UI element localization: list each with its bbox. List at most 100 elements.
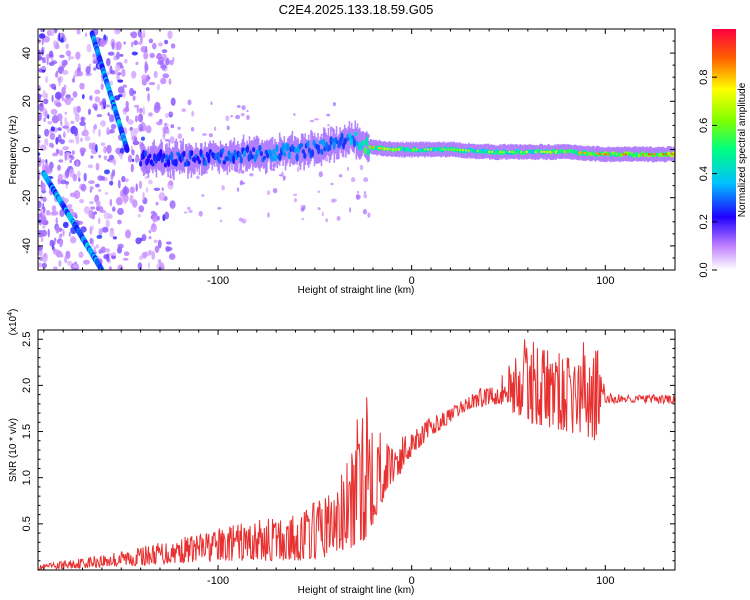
spectrogram-noise	[107, 112, 110, 117]
spectrogram-noise	[183, 211, 188, 214]
spectrogram-noise	[164, 138, 170, 142]
spectrogram-noise	[42, 59, 46, 64]
spectrogram-ridge	[275, 144, 279, 153]
spectrogram-noise	[113, 252, 116, 256]
snr-line	[38, 339, 675, 570]
spectrogram-noise	[55, 225, 60, 234]
colorbar-tick-label: 0.8	[698, 70, 710, 85]
spectrogram-noise	[161, 62, 166, 71]
spectrogram-noise	[135, 115, 140, 121]
spectrogram-noise	[148, 82, 156, 86]
spectrogram-noise	[161, 49, 168, 53]
spectrogram-ridge-halo	[282, 141, 284, 166]
spectrogram-noise	[124, 199, 127, 205]
spectrogram-noise	[62, 221, 69, 229]
spectrogram-y-tick-label: 20	[21, 95, 33, 107]
spectrogram-noise	[87, 164, 93, 169]
spectrogram-noise	[132, 95, 136, 101]
spectrogram-ridge-halo	[336, 136, 339, 160]
spectrogram-noise	[119, 53, 124, 57]
spectrogram-ridge-halo	[356, 123, 359, 156]
spectrogram-noise	[123, 41, 126, 45]
spectrogram-noise	[246, 109, 249, 113]
spectrogram-noise	[47, 228, 50, 238]
spectrogram-noise	[249, 173, 254, 177]
spectrogram-noise	[168, 253, 176, 260]
spectrogram-noise	[190, 127, 195, 132]
spectrogram-ridge	[281, 142, 285, 153]
spectrogram-noise	[349, 207, 352, 213]
spectrogram-noise	[90, 155, 94, 159]
spectrogram-noise	[123, 108, 130, 112]
spectrogram-noise	[75, 136, 80, 145]
spectrogram-ridge-halo	[364, 132, 367, 159]
spectrogram-noise	[111, 255, 116, 260]
spectrogram-ridge-core	[598, 152, 601, 155]
spectrogram-noise	[283, 176, 286, 181]
spectrogram-noise	[38, 33, 46, 39]
spectrogram-ridge-core	[462, 149, 464, 152]
spectrogram-noise	[144, 68, 147, 74]
spectrogram-noise	[55, 137, 59, 145]
spectrogram-noise	[141, 252, 148, 259]
spectrogram-noise	[60, 253, 64, 258]
spectrogram-noise	[240, 170, 245, 174]
spectrogram-noise	[115, 197, 123, 206]
spectrogram-ridge	[295, 153, 299, 162]
figure-title: C2E4.2025.133.18.59.G05	[279, 2, 434, 17]
spectrogram-noise	[40, 215, 47, 225]
spectrogram-ridge	[204, 160, 208, 167]
spectrogram-ridge-halo	[151, 146, 153, 171]
spectrogram-noise	[235, 114, 241, 120]
snr-y-tick-label: 2.5	[21, 332, 33, 347]
spectrogram-noise	[108, 213, 113, 219]
spectrogram-noise	[54, 91, 62, 100]
spectrogram-ridge	[182, 150, 186, 157]
spectrogram-noise	[142, 106, 146, 116]
spectrogram-noise	[169, 112, 174, 116]
spectrogram-noise	[177, 133, 183, 140]
spectrogram-ridge	[354, 131, 358, 137]
spectrogram-ridge-halo	[367, 135, 369, 163]
spectrogram-noise	[314, 118, 319, 121]
spectrogram-noise	[144, 175, 148, 180]
spectrogram-noise	[96, 114, 103, 118]
colorbar-tick-label: 0.6	[698, 118, 710, 133]
spectrogram-ridge-halo	[313, 132, 316, 167]
spectrogram-ridge	[218, 159, 222, 164]
spectrogram-noise	[88, 142, 94, 150]
spectrogram-noise	[41, 225, 46, 229]
spectrogram-noise	[141, 234, 147, 242]
spectrogram-ridge-core	[444, 148, 447, 151]
spectrogram-noise	[75, 51, 81, 60]
colorbar-tick-label: 0.4	[698, 166, 710, 181]
spectrogram-noise	[147, 92, 151, 102]
spectrogram-noise	[138, 180, 143, 189]
spectrogram-noise	[170, 43, 176, 49]
spectrogram-noise	[82, 129, 89, 137]
spectrogram-noise	[41, 262, 47, 269]
spectrogram-ridge-core	[563, 150, 566, 153]
spectrogram-noise	[110, 123, 117, 130]
spectrogram-ridge	[351, 135, 355, 140]
spectrogram-ridge-core	[383, 147, 386, 150]
spectrogram-noise	[157, 239, 162, 249]
spectrogram-noise	[164, 39, 169, 45]
spectrogram-ridge-halo	[298, 145, 301, 167]
spectrogram-noise	[236, 105, 241, 108]
spectrogram-noise	[146, 74, 150, 83]
spectrogram-noise	[89, 95, 93, 101]
spectrogram-noise	[98, 228, 103, 237]
spectrogram-noise	[115, 64, 121, 72]
spectrogram-ridge	[148, 153, 152, 159]
spectrogram-noise	[246, 114, 250, 121]
spectrogram-noise	[55, 72, 58, 78]
spectrogram-noise	[73, 75, 76, 80]
spectrogram-noise	[93, 124, 98, 130]
spectrogram-ridge	[362, 140, 366, 146]
colorbar-gradient	[712, 29, 736, 270]
spectrogram-ridge-core	[525, 150, 528, 153]
spectrogram-ridge-core	[665, 153, 668, 156]
spectrogram-noise	[59, 54, 65, 58]
